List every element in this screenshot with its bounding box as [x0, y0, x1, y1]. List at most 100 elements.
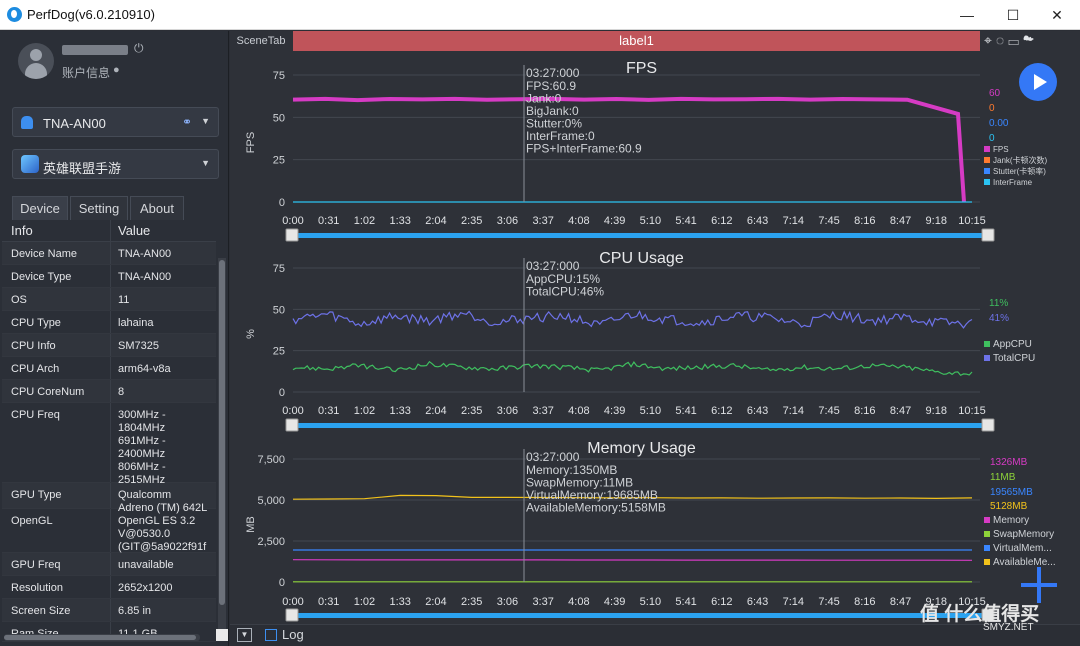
table-row[interactable]: CPU Freq 300MHz - 1804MHz 691MHz - 2400MH…	[2, 403, 216, 486]
cursor-readout: VirtualMemory:19685MB	[526, 488, 658, 502]
x-tick-label: 4:39	[604, 215, 625, 227]
scene-tab[interactable]: SceneTab	[230, 31, 292, 51]
legend-value: 41%	[989, 313, 1009, 324]
row-key: GPU Type	[11, 489, 62, 501]
tab-about[interactable]: About	[130, 196, 184, 220]
x-tick-label: 2:04	[425, 215, 446, 227]
legend-swatch	[984, 168, 990, 174]
pin-icon[interactable]: ◌	[995, 32, 1009, 48]
y-tick-label: 0	[279, 577, 285, 589]
legend-value: 11MB	[990, 472, 1016, 483]
legend-value: 1326MB	[990, 457, 1028, 468]
row-key: OS	[11, 294, 27, 306]
avatar[interactable]	[18, 43, 54, 79]
logout-icon[interactable]: ⏻	[134, 41, 144, 55]
table-body: Device Name TNA-AN00 Device Type TNA-AN00 OS…	[2, 242, 216, 642]
table-row[interactable]: Device Name TNA-AN00	[2, 242, 216, 265]
horizontal-scrollbar[interactable]	[4, 634, 200, 641]
y-tick-label: 25	[273, 346, 285, 358]
tab-device[interactable]: Device	[12, 196, 68, 220]
cloud-icon[interactable]: ☁	[1022, 32, 1039, 48]
x-tick-label: 1:02	[354, 596, 375, 608]
slider-handle-start	[285, 228, 299, 242]
log-label: Log	[282, 627, 304, 642]
legend-name: AppCPU	[993, 339, 1032, 350]
cursor-readout: FPS+InterFrame:60.9	[526, 142, 642, 156]
play-button[interactable]	[1019, 63, 1057, 101]
legend-swatch	[984, 355, 990, 361]
tab-setting[interactable]: Setting	[70, 196, 128, 220]
collapse-toggle[interactable]: ▼	[237, 628, 252, 642]
legend-value: 5128MB	[990, 501, 1028, 512]
cursor-readout: AppCPU:15%	[526, 272, 600, 286]
x-tick-label: 3:06	[497, 405, 518, 417]
x-tick-label: 5:10	[640, 405, 661, 417]
y-tick-label: 25	[273, 155, 285, 167]
x-tick-label: 7:14	[783, 596, 804, 608]
row-value: 300MHz - 1804MHz 691MHz - 2400MHz 806MHz…	[118, 409, 166, 486]
cursor-readout: Jank:0	[526, 92, 562, 106]
x-tick-label: 6:43	[747, 215, 768, 227]
slider-handle-end	[981, 608, 995, 622]
x-tick-label: 7:45	[818, 215, 839, 227]
column-header-info: Info	[11, 223, 33, 238]
vertical-scrollbar[interactable]	[218, 258, 226, 630]
legend-swatch	[984, 341, 990, 347]
x-tick-label: 5:41	[675, 215, 696, 227]
row-value: lahaina	[118, 317, 154, 329]
x-tick-label: 9:18	[926, 405, 947, 417]
x-tick-label: 4:39	[604, 596, 625, 608]
device-select[interactable]: TNA-AN00 ⚭ ▼	[12, 107, 219, 137]
chart-title: CPU Usage	[599, 250, 684, 267]
table-row[interactable]: CPU Arch arm64-v8a	[2, 357, 216, 380]
bottom-bar: ▼ Log	[230, 624, 1080, 646]
app-icon	[21, 155, 39, 173]
table-row[interactable]: OpenGL OpenGL ES 3.2 V@0530.0 (GIT@5a9022…	[2, 509, 216, 553]
table-row[interactable]: OS 11	[2, 288, 216, 311]
table-row[interactable]: Resolution 2652x1200	[2, 576, 216, 599]
x-tick-label: 10:15	[958, 405, 986, 417]
table-row[interactable]: Device Type TNA-AN00	[2, 265, 216, 288]
slider-handle-end	[981, 418, 995, 432]
x-tick-label: 2:04	[425, 596, 446, 608]
table-row[interactable]: GPU Freq unavailable	[2, 553, 216, 576]
y-axis-label: MB	[245, 516, 257, 533]
cursor-time: 03:27:000	[526, 66, 580, 80]
x-tick-label: 0:31	[318, 215, 339, 227]
legend-name: Jank(卡顿次数)	[993, 155, 1048, 165]
folder-icon[interactable]: ▭	[1008, 32, 1023, 48]
y-axis-label: FPS	[245, 132, 257, 153]
log-checkbox[interactable]	[265, 629, 277, 641]
account-info-label[interactable]: 账户信息	[62, 66, 111, 80]
x-tick-label: 4:08	[568, 215, 589, 227]
slider-handle-start	[285, 418, 299, 432]
x-tick-label: 10:15	[958, 215, 986, 227]
table-row[interactable]: Screen Size 6.85 in	[2, 599, 216, 622]
user-settings-icon[interactable]: ●​	[113, 64, 120, 76]
connection-icon[interactable]: ⚭	[181, 115, 192, 129]
label-bar[interactable]: label1	[293, 31, 980, 51]
slider-handle-end	[981, 228, 995, 242]
location-icon[interactable]: ⌖	[984, 32, 996, 48]
minimize-button[interactable]: —	[960, 7, 974, 23]
x-tick-label: 4:08	[568, 596, 589, 608]
row-key: GPU Freq	[11, 559, 61, 571]
chart-title: Memory Usage	[587, 440, 696, 457]
x-tick-label: 6:12	[711, 596, 732, 608]
table-row[interactable]: CPU Type lahaina	[2, 311, 216, 334]
close-button[interactable]: ✕	[1051, 7, 1063, 23]
table-row[interactable]: CPU Info SM7325	[2, 334, 216, 357]
y-tick-label: 50	[273, 112, 285, 124]
column-header-value: Value	[118, 223, 151, 238]
x-tick-label: 1:02	[354, 405, 375, 417]
slider-handle-start	[285, 608, 299, 622]
x-tick-label: 1:33	[389, 405, 410, 417]
add-button[interactable]	[1021, 567, 1057, 603]
toolbar-icons: ⌖◌▭☁	[984, 32, 1038, 49]
maximize-button[interactable]: ☐	[1006, 7, 1020, 23]
table-row[interactable]: CPU CoreNum 8	[2, 380, 216, 403]
table-row[interactable]: GPU Type Qualcomm Adreno (TM) 642L	[2, 483, 216, 514]
app-select[interactable]: 英雄联盟手游 ▼	[12, 149, 219, 179]
y-tick-label: 75	[273, 70, 285, 82]
